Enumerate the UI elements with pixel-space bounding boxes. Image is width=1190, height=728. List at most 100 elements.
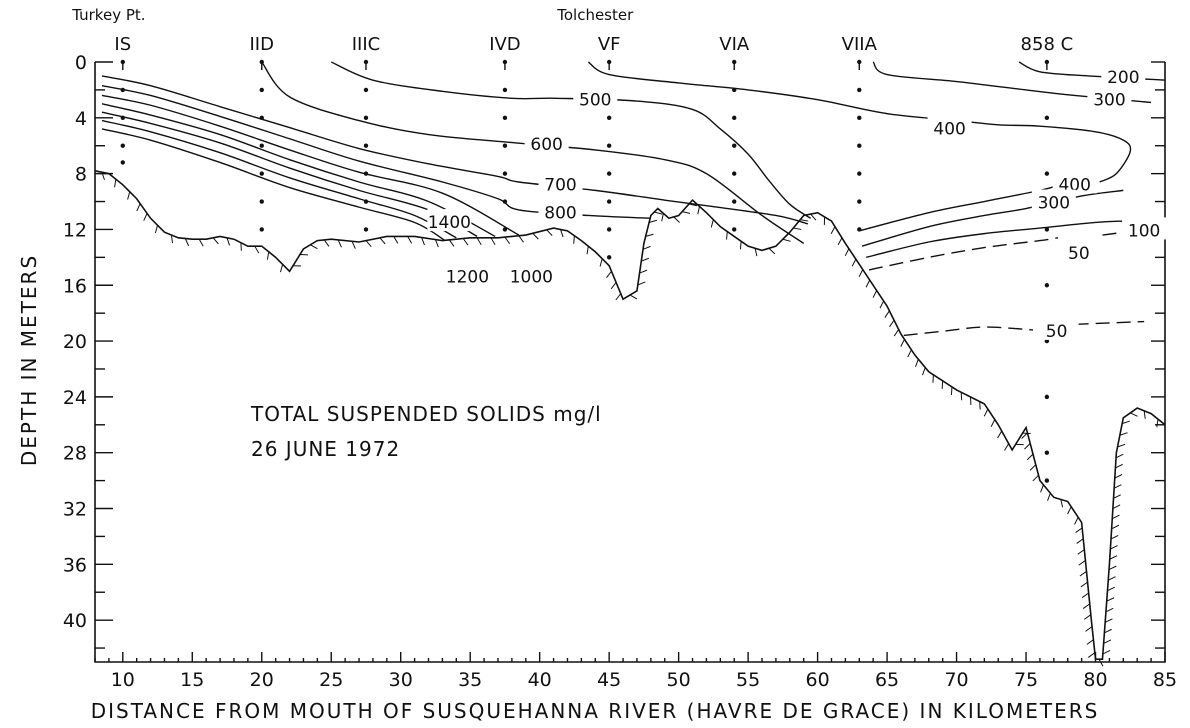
isopleth-400 [587,61,1132,183]
sample-point [732,199,737,204]
bottom-hatch [1004,443,1010,451]
isopleth-300 [872,61,1152,104]
bottom-hatch [421,237,425,246]
bottom-hatch [793,227,802,230]
sample-point [732,87,737,93]
sample-point [1044,394,1050,400]
sample-point [732,59,737,65]
bottom-hatch [865,279,871,288]
y-tick-label: 28 [63,443,87,465]
station-label: IVD [489,34,520,55]
bottom-hatch [1086,639,1094,645]
bottom-hatch [1085,626,1093,632]
bottom-hatch [136,203,141,212]
bottom-hatch [266,251,270,260]
bottom-hatch [1113,484,1122,489]
bottom-hatch [1108,565,1117,571]
bottom-hatch [879,300,885,309]
place-name: Tolchester [556,6,634,24]
isopleth-300 [861,189,1124,247]
bottom-hatch [476,237,482,246]
bottom-hatch [1156,419,1159,428]
sample-point [1044,338,1050,344]
isopleth-label-bg [524,130,569,153]
sample-point [857,227,862,232]
bottom-hatch [337,239,342,248]
bottom-hatch [830,226,836,234]
bottom-hatch [726,231,728,240]
isopleth-label: 200 [1107,68,1139,88]
bottom-hatch [1067,506,1072,515]
sample-point [259,171,264,176]
bottom-hatch [710,219,714,228]
bottom-hatch [990,419,996,427]
bottom-hatch [900,339,905,347]
sample-point [363,143,369,148]
place-name: Turkey Pt. [71,6,145,24]
sample-point [606,227,612,232]
axes-frame [94,62,1166,663]
bottom-hatch [448,239,455,247]
bottom-hatch [1082,603,1091,609]
isopleth-label: 1200 [446,267,489,287]
sample-point [606,171,612,176]
bottom-hatch [1115,453,1124,459]
bottom-hatch [1029,464,1037,471]
sample-point [1044,450,1050,455]
bottom-hatch [254,245,260,254]
bottom-hatch [560,229,564,238]
bottom-hatch [610,282,617,290]
isopleth-label-bg [538,199,583,222]
bottom-hatch [365,240,372,248]
sample-point [120,143,125,148]
bottom-hatch [1117,443,1126,448]
bottom-hatch [629,294,638,300]
bottom-hatch [143,213,148,221]
bottom-hatch [1098,658,1104,667]
station-label: IS [114,34,131,55]
bottom-hatch [1112,514,1120,520]
isopleth [101,103,496,238]
isopleth-50 [868,237,1059,271]
x-tick-label: 80 [1083,669,1107,691]
isopleth-label-bg [1056,239,1101,262]
bottom-hatch [1077,549,1085,555]
stations: IS IID IIIC IVD VF VIA VIIA 858 C Turkey Pt. Tolc… [71,6,1073,483]
x-tick-label: 35 [458,669,482,691]
isopleth-1200 [101,119,457,239]
station-label: VIA [719,34,750,55]
sample-point [857,115,862,121]
bottom-hatch [673,216,680,223]
bottom-hatch [1115,463,1123,469]
sample-point [857,199,862,204]
bottom-hatch [170,234,174,244]
bottom-hatch [1109,555,1118,560]
bottom-hatch [462,238,469,246]
sample-point [363,199,369,204]
bottom-hatch [1105,607,1114,613]
sample-point [502,115,508,121]
y-tick-label: 40 [63,610,87,632]
x-tick-label: 10 [111,669,135,691]
y-tick-label: 16 [63,275,87,297]
bottom-hatch [518,235,524,243]
y-tick-label: 32 [63,499,87,521]
bottom-hatch [606,270,612,278]
bottom-hatch [1107,586,1115,592]
bottom-hatch [858,269,864,277]
bottom-hatch [837,237,843,246]
bottom-hatch [379,237,386,245]
axis-ticks: 10 15 20 25 30 35 40 45 50 55 60 65 70 75 80 85 0 4 8 12 16 2… [63,52,1177,691]
bottom-hatch [1040,484,1044,493]
sample-point [732,143,737,148]
sample-point [502,199,508,204]
bottom-hatch [800,219,809,222]
bottom-hatch [407,236,413,244]
bottom-hatch [889,319,895,328]
y-tick-label: 24 [63,387,87,409]
sample-point [857,87,862,93]
bottom-hatch [490,237,496,246]
bottom-hatch [654,211,663,215]
isopleth-label-bg [427,209,472,232]
sample-point [502,227,508,232]
